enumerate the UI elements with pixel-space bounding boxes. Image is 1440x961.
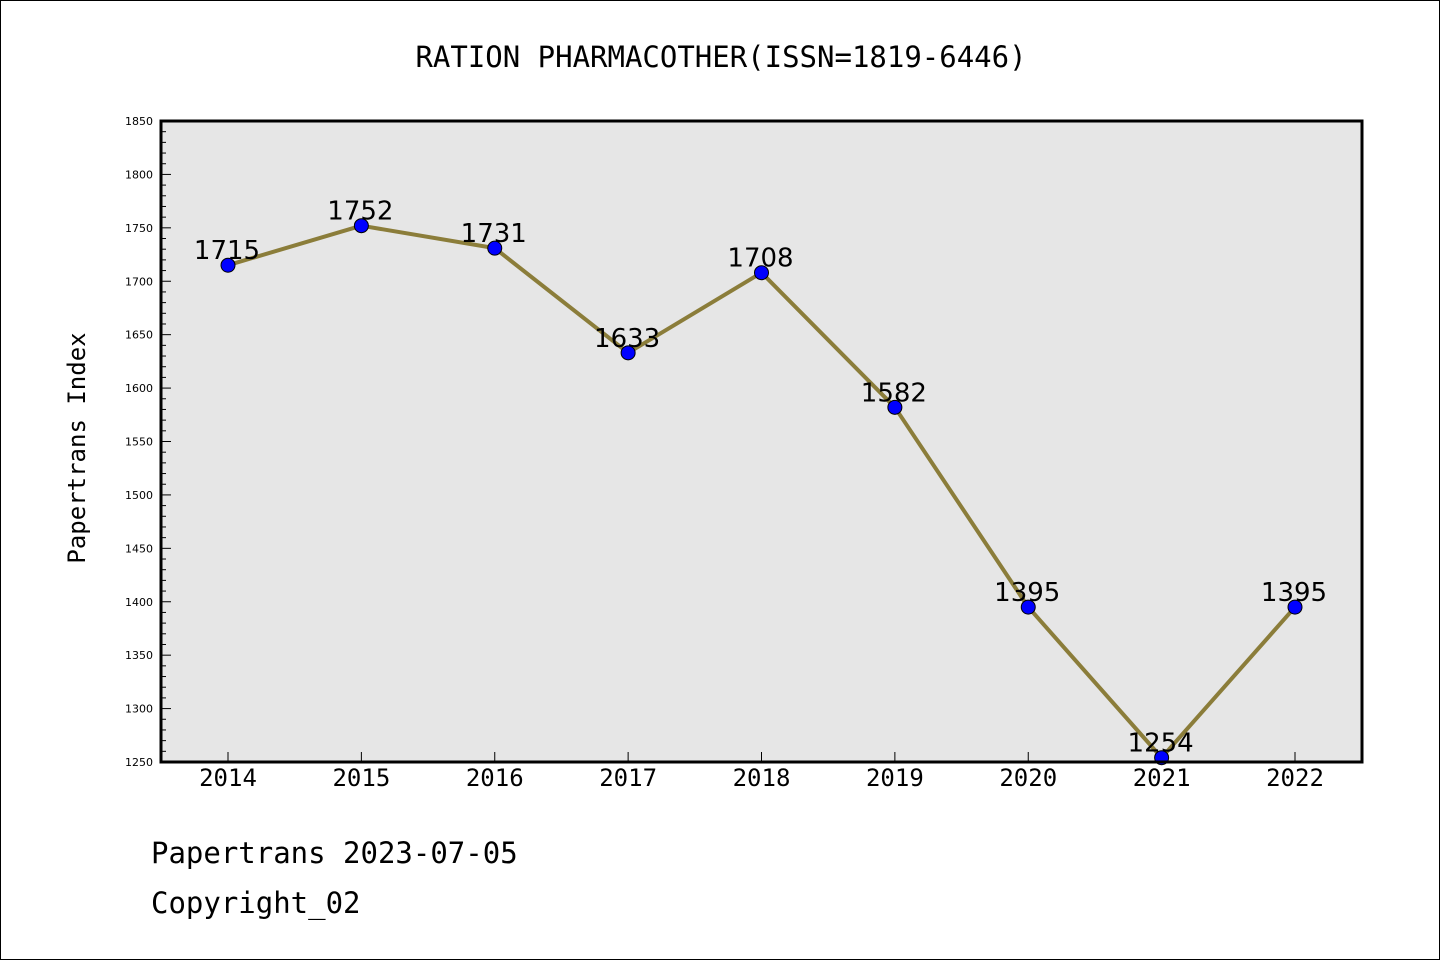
data-point (1020, 599, 1036, 615)
y-tick-label: 1800 (125, 168, 153, 181)
x-tick-label: 2022 (1266, 764, 1324, 792)
data-label: 1752 (327, 197, 393, 227)
y-tick-label: 1550 (125, 436, 153, 449)
y-tick-label: 1250 (125, 756, 153, 769)
data-label: 1731 (461, 219, 527, 249)
data-label: 1715 (194, 236, 260, 266)
data-point (620, 345, 636, 361)
x-tick-label: 2017 (599, 764, 657, 792)
y-tick-label: 1300 (125, 703, 153, 716)
y-axis-label: Papertrans Index (63, 332, 91, 563)
y-tick-label: 1750 (125, 222, 153, 235)
data-point (887, 399, 903, 415)
data-label: 1395 (1261, 578, 1327, 608)
data-point (754, 265, 769, 281)
x-tick-label: 2020 (999, 764, 1057, 792)
x-tick-label: 2015 (332, 764, 390, 792)
x-tick-label: 2016 (466, 764, 524, 792)
y-tick-label: 1450 (125, 542, 153, 555)
y-tick-label: 1600 (125, 382, 153, 395)
plot-border (159, 119, 1364, 764)
data-label: 1708 (727, 244, 793, 274)
y-tick-label: 1700 (125, 275, 153, 288)
x-tick-label: 2018 (733, 764, 791, 792)
footer-copyright-line: Copyright_02 (151, 886, 361, 920)
x-tick-label: 2019 (866, 764, 924, 792)
y-tick-label: 1400 (125, 596, 153, 609)
data-label: 1395 (994, 578, 1060, 608)
footer-date-line: Papertrans 2023-07-05 (151, 836, 518, 870)
x-tick-label: 2021 (1133, 764, 1191, 792)
y-tick-label: 1650 (125, 329, 153, 342)
data-point (220, 257, 236, 273)
data-label: 1582 (861, 378, 927, 408)
y-axis-ticks: 1250 1300 1350 1400 1450 1500 1550 1600 1650 1700… (125, 115, 171, 769)
data-point (353, 218, 369, 234)
x-axis-ticks: 2014 2015 2016 2017 2018 2019 2020 2021 2022 (199, 752, 1324, 792)
data-label: 1254 (1128, 729, 1194, 759)
chart-title: RATION PHARMACOTHER(ISSN=1819-6446) (415, 40, 1026, 74)
y-tick-label: 1350 (125, 649, 153, 662)
data-point (1287, 599, 1303, 615)
series-group: 1715 1752 1731 1633 1708 1582 1395 1254 1395 (194, 197, 1327, 766)
y-tick-label: 1500 (125, 489, 153, 502)
x-tick-label: 2014 (199, 764, 257, 792)
y-tick-label: 1850 (125, 115, 153, 128)
data-label: 1633 (594, 324, 660, 354)
data-point (487, 240, 503, 256)
